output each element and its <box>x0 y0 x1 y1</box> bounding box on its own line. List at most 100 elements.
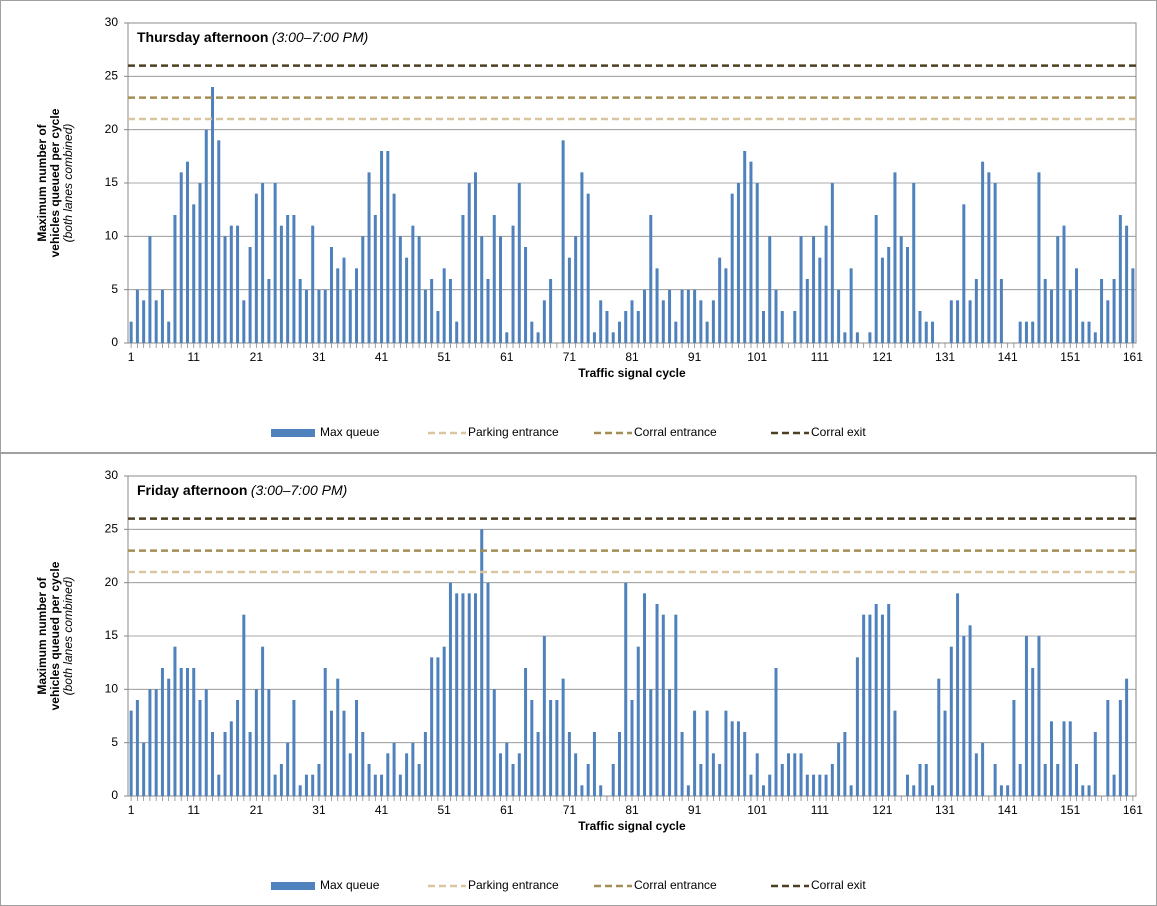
bar <box>455 593 459 796</box>
bar <box>361 732 365 796</box>
bar <box>486 582 490 796</box>
bar <box>386 151 390 343</box>
x-tick-label: 111 <box>811 803 830 817</box>
bar <box>805 774 809 796</box>
bar <box>380 151 384 343</box>
bar <box>768 774 772 796</box>
bar <box>774 668 778 796</box>
bar <box>880 614 884 796</box>
bar <box>1106 300 1110 343</box>
x-tick-label: 41 <box>375 350 389 364</box>
y-label: Maximum number of vehicles queued per cyc… <box>35 108 75 257</box>
bar <box>649 689 653 796</box>
bar <box>229 225 233 343</box>
bar <box>755 183 759 343</box>
x-tick-label: 81 <box>625 803 639 817</box>
bar <box>1081 785 1085 796</box>
bar <box>824 774 828 796</box>
bar <box>1125 678 1129 796</box>
bar <box>887 604 891 796</box>
bar <box>329 247 333 343</box>
bar <box>198 700 202 796</box>
bar <box>655 604 659 796</box>
bar <box>580 785 584 796</box>
bar <box>373 774 377 796</box>
bar <box>423 289 427 343</box>
bar <box>749 774 753 796</box>
bar <box>1093 732 1097 796</box>
bar <box>956 300 960 343</box>
bar <box>862 614 866 796</box>
bar <box>1049 289 1053 343</box>
bar <box>135 289 139 343</box>
legend-label: Max queue <box>320 425 380 439</box>
bar <box>1049 721 1053 796</box>
bar <box>1018 764 1022 796</box>
x-tick-label: 11 <box>188 350 201 364</box>
bar <box>1056 764 1060 796</box>
x-tick-label: 11 <box>188 803 201 817</box>
bar <box>348 753 352 796</box>
bar <box>367 764 371 796</box>
bar <box>154 300 158 343</box>
x-tick-label: 1 <box>128 350 135 364</box>
bar <box>736 183 740 343</box>
bar <box>674 321 678 343</box>
bar <box>793 311 797 343</box>
y-tick-label: 15 <box>105 175 119 189</box>
bar <box>273 774 277 796</box>
bar <box>436 311 440 343</box>
bar <box>680 732 684 796</box>
y-tick-label: 0 <box>111 788 118 802</box>
bar <box>242 614 246 796</box>
bar <box>367 172 371 343</box>
bar <box>943 710 947 796</box>
bar <box>373 215 377 343</box>
bar <box>355 268 359 343</box>
bar <box>730 193 734 343</box>
bar <box>974 753 978 796</box>
bar <box>924 764 928 796</box>
y-label-note: (both lanes combined) <box>61 124 75 243</box>
bar <box>423 732 427 796</box>
bar <box>204 129 208 343</box>
bar <box>292 215 296 343</box>
bar <box>818 257 822 343</box>
bar <box>924 321 928 343</box>
bar <box>142 300 146 343</box>
y-label: Maximum number of vehicles queued per cyc… <box>35 561 75 710</box>
bar <box>761 785 765 796</box>
chart-title: Friday afternoon (3:00–7:00 PM) <box>137 482 347 498</box>
bar <box>711 753 715 796</box>
bar <box>524 247 528 343</box>
bar <box>993 183 997 343</box>
bar <box>392 193 396 343</box>
bar <box>549 700 553 796</box>
bar <box>617 321 621 343</box>
bar <box>480 529 484 796</box>
bar <box>536 732 540 796</box>
bar <box>661 300 665 343</box>
x-tick-label: 161 <box>1123 803 1143 817</box>
bar <box>304 289 308 343</box>
bar <box>705 710 709 796</box>
bar <box>442 646 446 796</box>
bar <box>236 225 240 343</box>
bar <box>724 710 728 796</box>
bar <box>173 215 177 343</box>
bar <box>1031 321 1035 343</box>
bar <box>718 257 722 343</box>
legend-label: Corral entrance <box>634 425 717 439</box>
bar <box>837 742 841 796</box>
bar <box>411 225 415 343</box>
x-label: Traffic signal cycle <box>578 366 686 380</box>
y-tick-label: 0 <box>111 335 118 349</box>
bar <box>492 215 496 343</box>
bar <box>987 172 991 343</box>
bar <box>880 257 884 343</box>
bar <box>931 321 935 343</box>
x-tick-label: 71 <box>563 803 577 817</box>
bar <box>937 678 941 796</box>
bar <box>467 593 471 796</box>
